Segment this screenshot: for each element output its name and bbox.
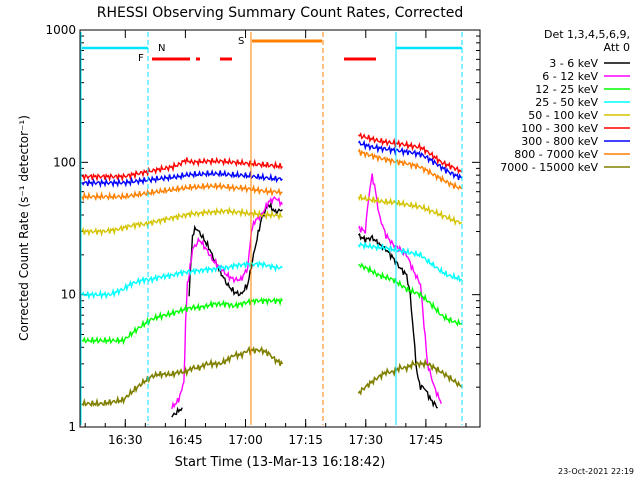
series-line-800-7000-kev [357, 148, 463, 191]
legend-header-line1: Det 1,3,4,5,6,9, [544, 28, 630, 41]
saa-flag-label: S [238, 36, 244, 47]
x-tick-label: 17:00 [228, 433, 263, 447]
data-series [81, 132, 463, 418]
night-flag-label: N [158, 43, 165, 54]
series-line-3-6-kev [171, 406, 183, 418]
series-line-12-25-kev [358, 262, 463, 327]
series-line-6-12-kev [171, 195, 284, 409]
legend-label: 800 - 7000 keV [514, 148, 598, 161]
series-line-25-50-kev [357, 241, 463, 283]
flare-flag-label: F [138, 53, 144, 64]
series-line-25-50-kev [81, 260, 283, 301]
legend-label: 100 - 300 keV [521, 122, 598, 135]
series-line-100-300-kev [358, 132, 463, 175]
legend-header-line2: Att 0 [604, 41, 630, 54]
series-line-3-6-kev [188, 201, 283, 297]
x-axis-label: Start Time (13-Mar-13 16:18:42) [175, 455, 386, 470]
x-axis-ticks: 16:30 16:45 17:00 17:15 17:30 17:45 [84, 30, 467, 447]
series-line-300-800-kev [357, 139, 463, 181]
legend-label: 50 - 100 keV [528, 109, 598, 122]
event-markers: N F S [80, 32, 463, 425]
series-line-12-25-kev [81, 296, 283, 346]
y-tick-label: 10 [61, 288, 76, 302]
plot-frame [79, 29, 481, 428]
series-line-50-100-kev [357, 193, 463, 227]
legend-label: 300 - 800 keV [521, 135, 598, 148]
x-tick-label: 16:30 [108, 433, 143, 447]
x-tick-label: 17:30 [348, 433, 383, 447]
legend-label: 12 - 25 keV [535, 83, 598, 96]
legend-label: 25 - 50 keV [535, 96, 598, 109]
y-axis-ticks: 1 10 100 1000 [45, 23, 480, 434]
series-line-100-300-kev [81, 156, 283, 183]
x-tick-label: 17:15 [288, 433, 323, 447]
series-line-7000-15000-kev [81, 345, 284, 408]
series-line-50-100-kev [81, 206, 283, 237]
series-line-7000-15000-kev [357, 357, 463, 396]
y-tick-label: 100 [53, 155, 76, 169]
generated-timestamp: 23-Oct-2021 22:19 [558, 467, 634, 476]
x-tick-label: 16:45 [168, 433, 203, 447]
y-tick-label: 1000 [45, 23, 76, 37]
y-axis-label: Corrected Count Rate (s⁻¹ detector⁻¹) [17, 115, 31, 341]
legend-label: 6 - 12 keV [542, 70, 598, 83]
y-tick-label: 1 [68, 420, 76, 434]
series-line-800-7000-kev [81, 181, 283, 202]
legend-label: 7000 - 15000 keV [500, 161, 598, 174]
series-line-6-12-kev [357, 173, 442, 404]
series-line-300-800-kev [81, 169, 283, 189]
x-tick-label: 17:45 [409, 433, 444, 447]
chart-title: RHESSI Observing Summary Count Rates, Co… [97, 5, 463, 21]
legend-label: 3 - 6 keV [549, 57, 598, 70]
series-line-3-6-kev [357, 233, 438, 409]
